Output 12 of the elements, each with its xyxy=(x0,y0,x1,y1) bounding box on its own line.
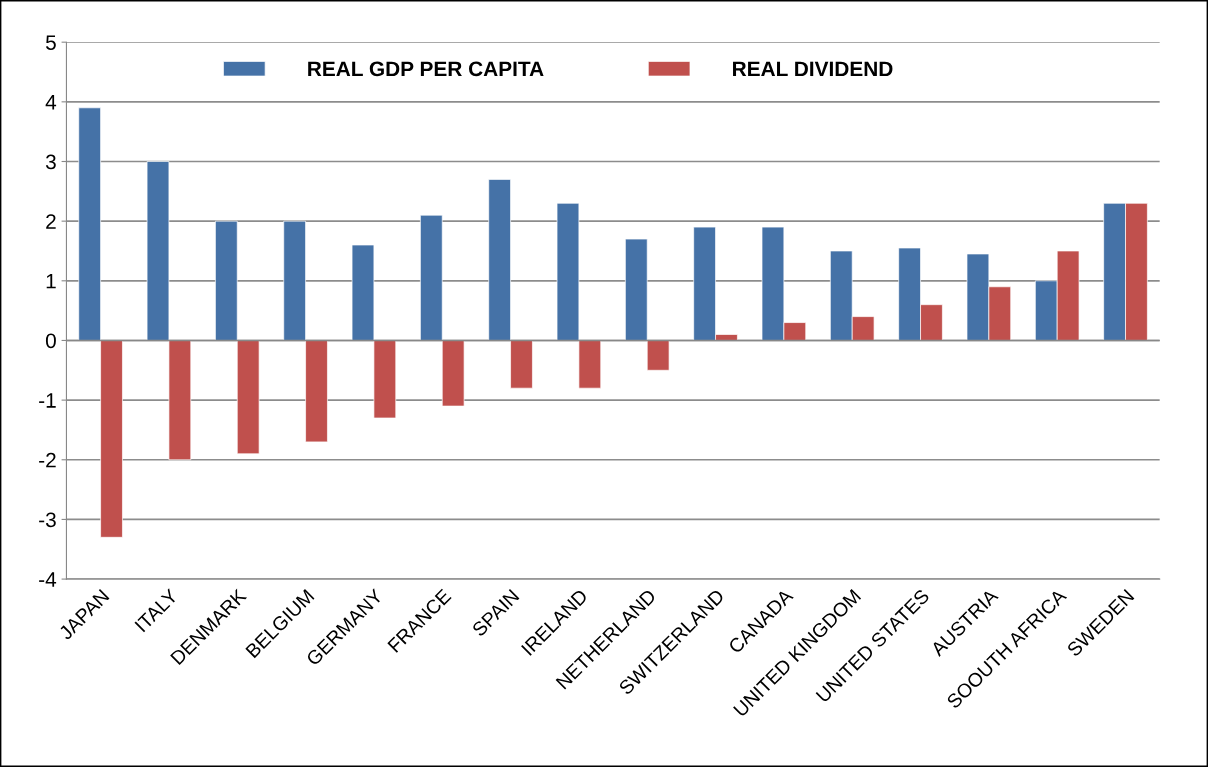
y-tick-label: 3 xyxy=(45,154,56,170)
y-tick-label: 1 xyxy=(46,274,56,289)
y-tick-label: 2 xyxy=(46,214,56,229)
y-tick-label: -4 xyxy=(39,572,57,587)
y-tick-label: 5 xyxy=(45,35,56,50)
legend-label: REAL GDP PER CAPITA xyxy=(308,61,544,77)
y-tick-label: -2 xyxy=(39,452,56,468)
y-tick-label: -1 xyxy=(39,393,56,408)
y-tick-label: 4 xyxy=(45,95,57,110)
y-tick-label: 0 xyxy=(45,333,56,349)
legend-label: REAL DIVIDEND xyxy=(733,61,893,77)
y-tick-label: -3 xyxy=(39,512,56,528)
